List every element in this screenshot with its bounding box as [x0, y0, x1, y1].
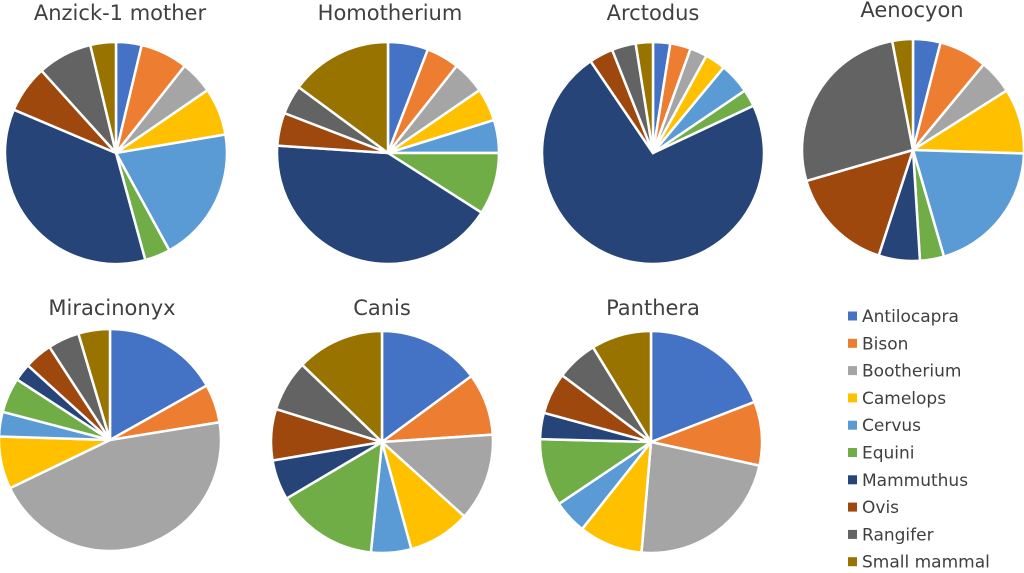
pie-title: Arctodus	[607, 1, 700, 25]
slice-small-mammal	[634, 40, 655, 155]
slice-antilocapra	[380, 329, 473, 444]
pie-title: Canis	[353, 296, 411, 320]
legend-item-equini: Equini	[848, 444, 915, 464]
pie-aenocyon: Aenocyon	[800, 0, 1024, 263]
legend-item-rangifer: Rangifer	[848, 525, 934, 545]
slice-small-mammal	[297, 40, 390, 155]
pie-arctodus: Arctodus	[540, 1, 766, 266]
slice-camelops	[0, 435, 112, 490]
slice-mammuthus	[275, 144, 483, 266]
legend-label: Bootherium	[862, 362, 961, 382]
legend-label: Mammuthus	[862, 471, 968, 491]
slice-small-mammal	[77, 327, 112, 442]
slice-small-mammal	[591, 329, 653, 444]
pie-panthera: Panthera	[538, 296, 764, 555]
legend-item-bison: Bison	[848, 334, 908, 354]
slice-bootherium	[380, 433, 495, 518]
pie-title: Aenocyon	[860, 0, 963, 22]
legend-swatch	[848, 338, 857, 348]
legend-item-mammuthus: Mammuthus	[848, 471, 968, 491]
legend-label: Rangifer	[862, 525, 934, 545]
pie-title: Anzick-1 mother	[34, 1, 207, 25]
legend-swatch	[848, 502, 857, 512]
legend-label: Equini	[862, 444, 915, 464]
legend-label: Small mammal	[862, 553, 990, 573]
pie-homotherium: Homotherium	[275, 1, 501, 266]
legend-label: Ovis	[862, 498, 899, 518]
legend-swatch	[848, 311, 857, 321]
legend-label: Antilocapra	[862, 307, 959, 327]
legend-item-camelops: Camelops	[848, 389, 946, 409]
pie-title: Panthera	[606, 296, 700, 320]
slice-mammuthus	[540, 59, 766, 266]
legend-label: Cervus	[862, 416, 921, 436]
legend: Antilocapra Bison Bootherium Camelops Cervus…	[848, 307, 990, 573]
slice-cervus	[114, 133, 229, 252]
slice-antilocapra	[108, 327, 208, 442]
legend-swatch	[848, 557, 857, 567]
slice-small-mammal	[300, 329, 384, 444]
pie-anzick-1-mother: Anzick-1 mother	[3, 1, 229, 266]
slice-small-mammal	[89, 40, 118, 155]
pie-charts: Anzick-1 mother Homotherium Arctodus Aenocy…	[0, 0, 1024, 555]
legend-item-cervus: Cervus	[848, 416, 921, 436]
slice-cervus	[911, 148, 1024, 258]
legend-item-small-mammal: Small mammal	[848, 553, 990, 573]
legend-label: Camelops	[862, 389, 946, 409]
slice-rangifer	[800, 39, 915, 183]
slice-mammuthus	[3, 108, 147, 266]
pie-canis: Canis	[269, 296, 495, 555]
slice-ovis	[805, 148, 915, 257]
slice-equini	[285, 440, 384, 554]
slice-bootherium	[8, 421, 223, 553]
legend-swatch	[848, 529, 857, 539]
legend-label: Bison	[862, 334, 908, 354]
legend-swatch	[848, 475, 857, 485]
legend-swatch	[848, 448, 857, 457]
legend-swatch	[848, 366, 857, 376]
legend-item-antilocapra: Antilocapra	[848, 307, 959, 327]
slice-small-mammal	[890, 37, 915, 152]
slice-bootherium	[640, 440, 761, 555]
legend-swatch	[848, 420, 857, 430]
pie-title: Miracinonyx	[48, 296, 175, 320]
slice-antilocapra	[649, 329, 756, 444]
legend-item-ovis: Ovis	[848, 498, 899, 518]
pie-miracinonyx: Miracinonyx	[0, 296, 223, 553]
pie-title: Homotherium	[318, 1, 463, 25]
legend-swatch	[848, 393, 857, 403]
legend-item-bootherium: Bootherium	[848, 362, 961, 382]
